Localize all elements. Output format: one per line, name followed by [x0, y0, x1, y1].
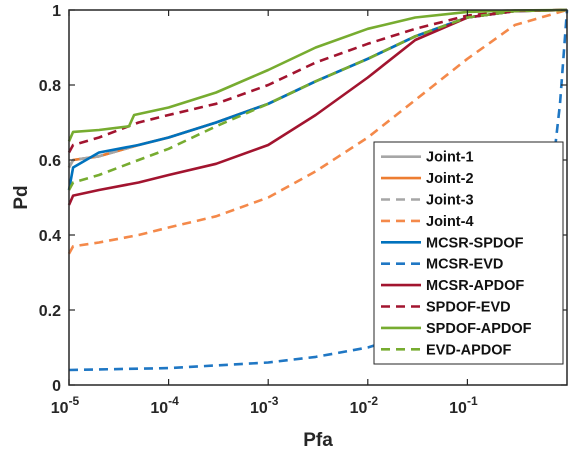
x-axis-label: Pfa	[303, 430, 333, 451]
legend-label-mcsr-spdof: MCSR-SPDOF	[426, 235, 524, 251]
x-tick-label: 10-2	[350, 394, 379, 417]
legend-label-joint-4: Joint-4	[426, 214, 474, 230]
series-line-joint-4	[67, 8, 568, 255]
x-tick-exponent: -2	[367, 394, 378, 408]
x-tick-label: 10-1	[449, 394, 478, 417]
legend-label-evd-apdof: EVD-APDOF	[426, 342, 512, 358]
x-tick-base: 10	[250, 400, 268, 417]
x-tick-exponent: -1	[467, 394, 478, 408]
legend: Joint-1 Joint-2 Joint-3 Joint-4 MCSR-SPDOF MC…	[373, 141, 564, 365]
y-tick-label: 1	[52, 3, 61, 20]
legend-label-spdof-apdof: SPDOF-APDOF	[426, 321, 532, 337]
y-tick-label: 0.8	[39, 78, 61, 95]
y-tick-label: 0.2	[39, 303, 61, 320]
y-tick-label: 0	[52, 378, 61, 395]
x-tick-base: 10	[350, 400, 368, 417]
legend-label-joint-1: Joint-1	[426, 150, 474, 166]
x-tick-label: 10-3	[250, 394, 279, 417]
y-axis-label: Pd	[11, 185, 32, 209]
x-tick-base: 10	[150, 400, 168, 417]
legend-label-joint-3: Joint-3	[426, 193, 474, 209]
y-tick-label: 0.4	[39, 228, 61, 245]
series-line-evd-apdof	[67, 8, 568, 191]
x-tick-base: 10	[51, 400, 69, 417]
x-tick-exponent: -4	[168, 394, 179, 408]
legend-label-mcsr-evd: MCSR-EVD	[426, 257, 503, 273]
legend-label-joint-2: Joint-2	[426, 171, 474, 187]
y-tick-label: 0.6	[39, 153, 61, 170]
x-tick-label: 10-4	[150, 394, 179, 417]
legend-label-spdof-evd: SPDOF-EVD	[426, 300, 511, 316]
x-tick-base: 10	[449, 400, 467, 417]
series-line-spdof-apdof	[67, 8, 568, 142]
legend-label-mcsr-apdof: MCSR-APDOF	[426, 278, 524, 294]
plot-frame	[68, 9, 568, 386]
x-tick-label: 10-5	[51, 394, 80, 417]
x-tick-exponent: -5	[69, 394, 80, 408]
x-tick-exponent: -3	[268, 394, 279, 408]
